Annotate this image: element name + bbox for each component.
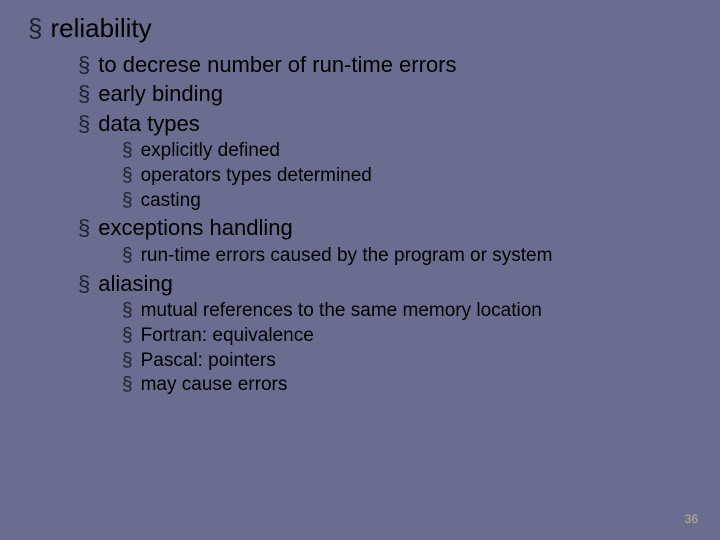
bullet-text: data types [98, 110, 720, 138]
bullet-marker-icon: § [122, 164, 133, 188]
bullet-text: early binding [98, 80, 720, 108]
bullet-marker-icon: § [122, 244, 133, 268]
bullet-text: Pascal: pointers [141, 349, 720, 373]
bullet-marker-icon: § [122, 139, 133, 163]
bullet-lvl3: § mutual references to the same memory lo… [122, 299, 720, 323]
bullet-marker-icon: § [122, 373, 133, 397]
bullet-marker-icon: § [28, 12, 42, 45]
bullet-lvl3: § Pascal: pointers [122, 349, 720, 373]
bullet-lvl3: § casting [122, 189, 720, 213]
bullet-text: operators types determined [141, 164, 720, 188]
bullet-lvl2: § to decrese number of run-time errors [78, 51, 720, 79]
bullet-marker-icon: § [122, 324, 133, 348]
bullet-marker-icon: § [122, 299, 133, 323]
bullet-marker-icon: § [78, 80, 90, 108]
bullet-lvl2: § exceptions handling [78, 214, 720, 242]
bullet-text: to decrese number of run-time errors [98, 51, 720, 79]
bullet-text: exceptions handling [98, 214, 720, 242]
bullet-marker-icon: § [78, 214, 90, 242]
bullet-text: Fortran: equivalence [141, 324, 720, 348]
bullet-lvl3: § operators types determined [122, 164, 720, 188]
bullet-text: aliasing [98, 270, 720, 298]
bullet-text: explicitly defined [141, 139, 720, 163]
bullet-text: reliability [50, 12, 720, 45]
bullet-marker-icon: § [122, 349, 133, 373]
bullet-lvl2: § early binding [78, 80, 720, 108]
bullet-text: may cause errors [141, 373, 720, 397]
page-number: 36 [685, 512, 698, 526]
bullet-lvl1: §reliability [28, 12, 720, 45]
bullet-text: run-time errors caused by the program or… [141, 244, 720, 268]
bullet-marker-icon: § [78, 51, 90, 79]
slide-content: §reliability§to decrese number of run-ti… [0, 12, 720, 397]
bullet-marker-icon: § [78, 270, 90, 298]
bullet-marker-icon: § [78, 110, 90, 138]
bullet-lvl2: § data types [78, 110, 720, 138]
bullet-lvl2: § aliasing [78, 270, 720, 298]
bullet-lvl3: § may cause errors [122, 373, 720, 397]
slide: §reliability§to decrese number of run-ti… [0, 0, 720, 540]
bullet-lvl3: § explicitly defined [122, 139, 720, 163]
bullet-lvl3: § Fortran: equivalence [122, 324, 720, 348]
bullet-text: mutual references to the same memory loc… [141, 299, 720, 323]
bullet-text: casting [141, 189, 720, 213]
bullet-marker-icon: § [122, 189, 133, 213]
bullet-lvl3: § run-time errors caused by the program o… [122, 244, 720, 268]
